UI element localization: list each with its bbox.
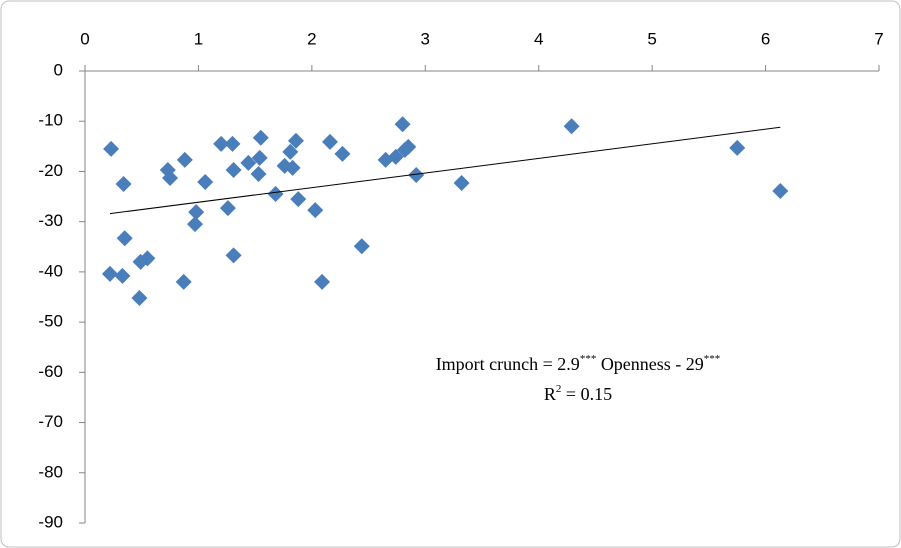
y-tick-label: -80: [38, 462, 63, 481]
point: [225, 247, 242, 264]
point: [400, 138, 417, 155]
point: [267, 186, 284, 203]
y-tick-label: -90: [38, 512, 63, 531]
point: [322, 133, 339, 150]
point: [387, 148, 404, 165]
point: [139, 250, 156, 267]
point: [307, 202, 324, 219]
point: [115, 176, 132, 192]
y-tick-label: 0: [54, 60, 63, 79]
point: [116, 230, 133, 247]
point: [408, 166, 425, 183]
point: [729, 139, 746, 156]
point: [175, 273, 192, 290]
x-tick-label: 1: [194, 29, 203, 48]
r-squared: R2 = 0.15: [544, 383, 612, 404]
point: [252, 129, 269, 146]
y-tick-label: -50: [38, 312, 63, 331]
point: [101, 265, 118, 282]
point: [250, 165, 267, 182]
equation: Import crunch = 2.9*** Openness - 29***: [436, 353, 721, 374]
y-tick-label: -40: [38, 261, 63, 280]
equation-sup: ***: [580, 353, 597, 365]
point: [334, 145, 351, 162]
point: [176, 151, 193, 168]
point: [103, 140, 120, 157]
x-tick-label: 4: [534, 29, 543, 48]
r2-part: = 0.15: [561, 384, 612, 404]
point: [251, 149, 268, 166]
point: [563, 118, 580, 135]
r2-sup: 2: [556, 383, 562, 395]
point: [284, 159, 301, 176]
point: [219, 200, 236, 217]
point: [394, 116, 411, 133]
x-tick-label: 2: [307, 29, 316, 48]
point: [314, 273, 331, 290]
y-tick-label: -10: [38, 111, 63, 130]
point: [131, 290, 148, 307]
point: [453, 174, 470, 191]
point: [287, 132, 304, 149]
x-tick-label: 7: [874, 29, 883, 48]
x-tick-label: 3: [421, 29, 430, 48]
y-tick-label: -30: [38, 211, 63, 230]
y-tick-label: -60: [38, 362, 63, 381]
equation-part: Import crunch = 2.9: [436, 354, 580, 374]
point: [187, 216, 204, 233]
point: [772, 183, 789, 200]
point: [353, 238, 370, 255]
equation-sup: ***: [704, 353, 721, 365]
y-tick-label: -20: [38, 161, 63, 180]
equation-part: Openness - 29: [596, 354, 703, 374]
trendline: [109, 126, 781, 215]
y-tick-label: -70: [38, 412, 63, 431]
point: [213, 135, 230, 152]
point: [114, 267, 131, 284]
point: [290, 191, 307, 208]
point: [188, 204, 205, 221]
r2-part: R: [544, 384, 556, 404]
point: [224, 135, 241, 152]
point: [162, 169, 179, 186]
point: [197, 173, 214, 190]
x-tick-label: 0: [80, 29, 89, 48]
point: [240, 154, 257, 171]
x-tick-label: 6: [761, 29, 770, 48]
point: [282, 143, 299, 160]
point: [225, 161, 242, 178]
x-tick-label: 5: [647, 29, 656, 48]
